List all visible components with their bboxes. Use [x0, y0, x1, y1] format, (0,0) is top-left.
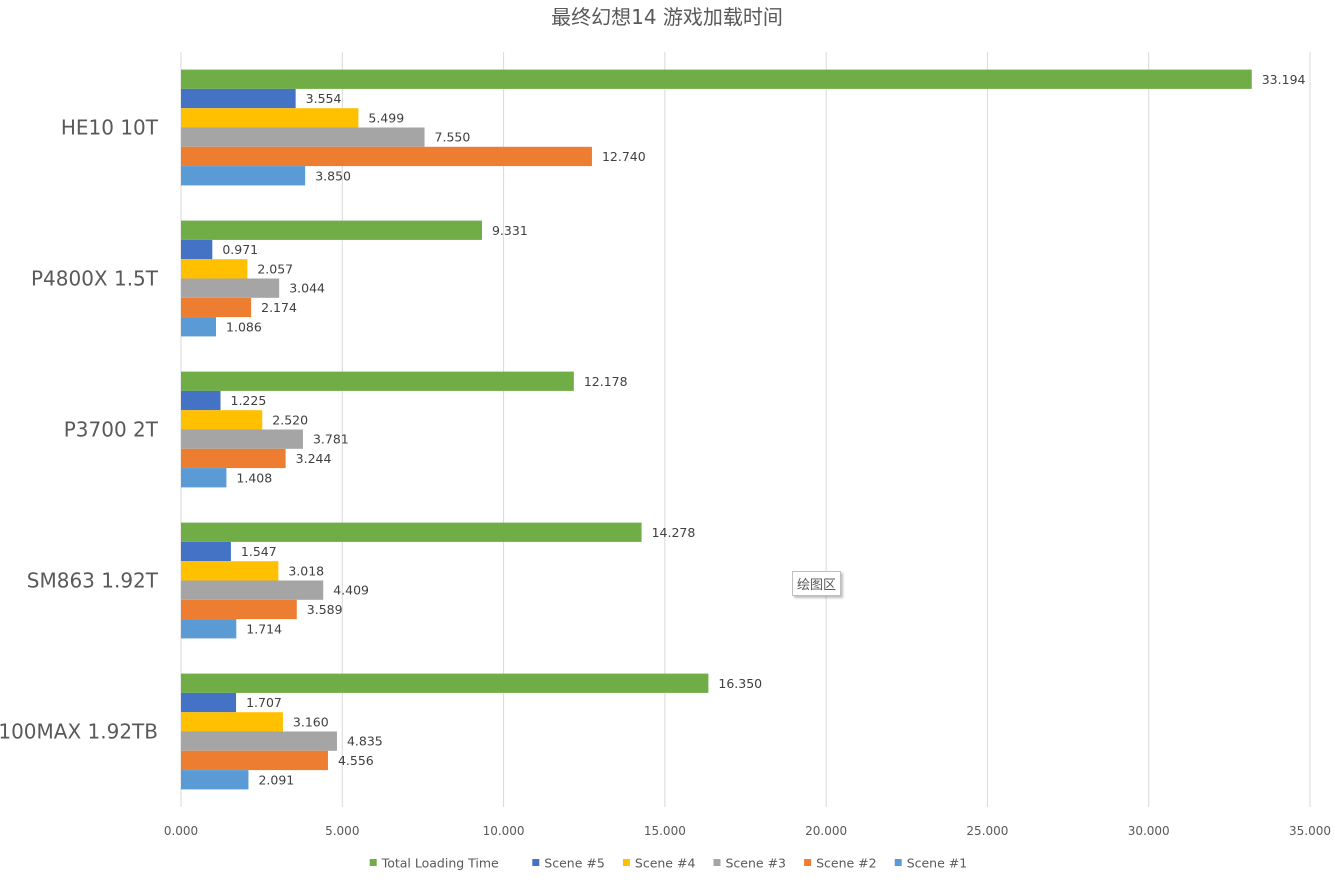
bar [181, 580, 324, 600]
bar [181, 673, 709, 693]
bar [181, 561, 279, 581]
x-tick-label: 35.000 [1289, 824, 1331, 838]
bar [181, 259, 248, 279]
category-label: P3700 2T [64, 418, 159, 442]
data-label: 4.409 [333, 583, 369, 598]
bar [181, 750, 328, 771]
legend-marker [804, 859, 812, 866]
category-label: P4800X 1.5T [31, 267, 159, 291]
legend-label: Scene #1 [907, 856, 968, 871]
legend-marker [622, 859, 630, 866]
data-label: 33.194 [1262, 72, 1306, 87]
bar [181, 88, 296, 109]
legend-marker [713, 859, 721, 866]
data-label: 1.086 [226, 319, 262, 334]
bar [181, 127, 425, 147]
legend-marker [369, 859, 377, 866]
data-label: 2.520 [272, 412, 308, 427]
bar [181, 692, 237, 713]
data-label: 2.091 [258, 772, 294, 787]
data-label: 3.781 [313, 432, 349, 447]
bar [181, 731, 337, 751]
bar [181, 220, 482, 240]
legend-label: Scene #4 [635, 856, 696, 871]
data-label: 2.057 [257, 261, 293, 276]
x-tick-label: 25.000 [966, 824, 1008, 838]
data-label: 1.225 [231, 393, 267, 408]
data-label: 3.244 [296, 451, 332, 466]
data-label: 3.160 [293, 714, 329, 729]
data-label: 7.550 [435, 130, 471, 145]
data-label: 3.018 [288, 563, 324, 578]
bar [181, 166, 306, 186]
bar [181, 69, 1252, 89]
bar [181, 541, 231, 562]
data-label: 3.850 [315, 168, 351, 183]
chart-title: 最终幻想14 游戏加载时间 [551, 5, 783, 29]
data-label: 3.589 [307, 602, 343, 617]
data-label: 12.178 [584, 374, 628, 389]
bar [181, 770, 249, 790]
legend-label: Scene #5 [544, 856, 605, 871]
category-label: HE10 10T [61, 116, 159, 140]
bar [181, 317, 217, 337]
category-label: SM863 1.92T [27, 569, 159, 593]
x-tick-label: 15.000 [644, 824, 686, 838]
data-label: 1.707 [246, 695, 282, 710]
bar [181, 146, 592, 167]
data-label: 0.971 [222, 242, 258, 257]
bar [181, 297, 252, 318]
data-label: 2.174 [261, 300, 297, 315]
bar [181, 371, 574, 391]
data-label: 1.547 [241, 544, 277, 559]
bar [181, 468, 227, 488]
data-label: 5.499 [368, 110, 404, 125]
data-label: 4.556 [338, 753, 374, 768]
data-label: 14.278 [652, 525, 696, 540]
bar [181, 448, 286, 469]
data-label: 12.740 [602, 149, 646, 164]
data-label: 3.554 [306, 91, 342, 106]
legend-label: Scene #3 [726, 856, 787, 871]
legend-label: Scene #2 [816, 856, 877, 871]
bar [181, 239, 213, 260]
legend-label: Total Loading Time [381, 856, 499, 871]
category-label: 5100MAX 1.92TB [0, 720, 158, 744]
bar [181, 108, 359, 128]
x-tick-label: 30.000 [1128, 824, 1170, 838]
plot-area-tooltip: 绘图区 [792, 571, 842, 596]
bar [181, 278, 280, 298]
data-label: 16.350 [718, 676, 762, 691]
bar [181, 390, 221, 411]
x-tick-label: 20.000 [805, 824, 847, 838]
legend-marker [532, 859, 540, 866]
bar [181, 599, 297, 620]
data-label: 4.835 [347, 734, 383, 749]
data-label: 3.044 [289, 281, 325, 296]
bar [181, 410, 263, 430]
bar [181, 522, 642, 542]
data-label: 1.714 [246, 621, 282, 636]
data-label: 1.408 [236, 470, 272, 485]
bar [181, 429, 303, 449]
legend-marker [894, 859, 902, 866]
x-tick-label: 5.000 [325, 824, 359, 838]
x-tick-label: 10.000 [483, 824, 525, 838]
bar [181, 712, 283, 732]
x-tick-label: 0.000 [164, 824, 198, 838]
bar [181, 619, 237, 639]
data-label: 9.331 [492, 223, 528, 238]
